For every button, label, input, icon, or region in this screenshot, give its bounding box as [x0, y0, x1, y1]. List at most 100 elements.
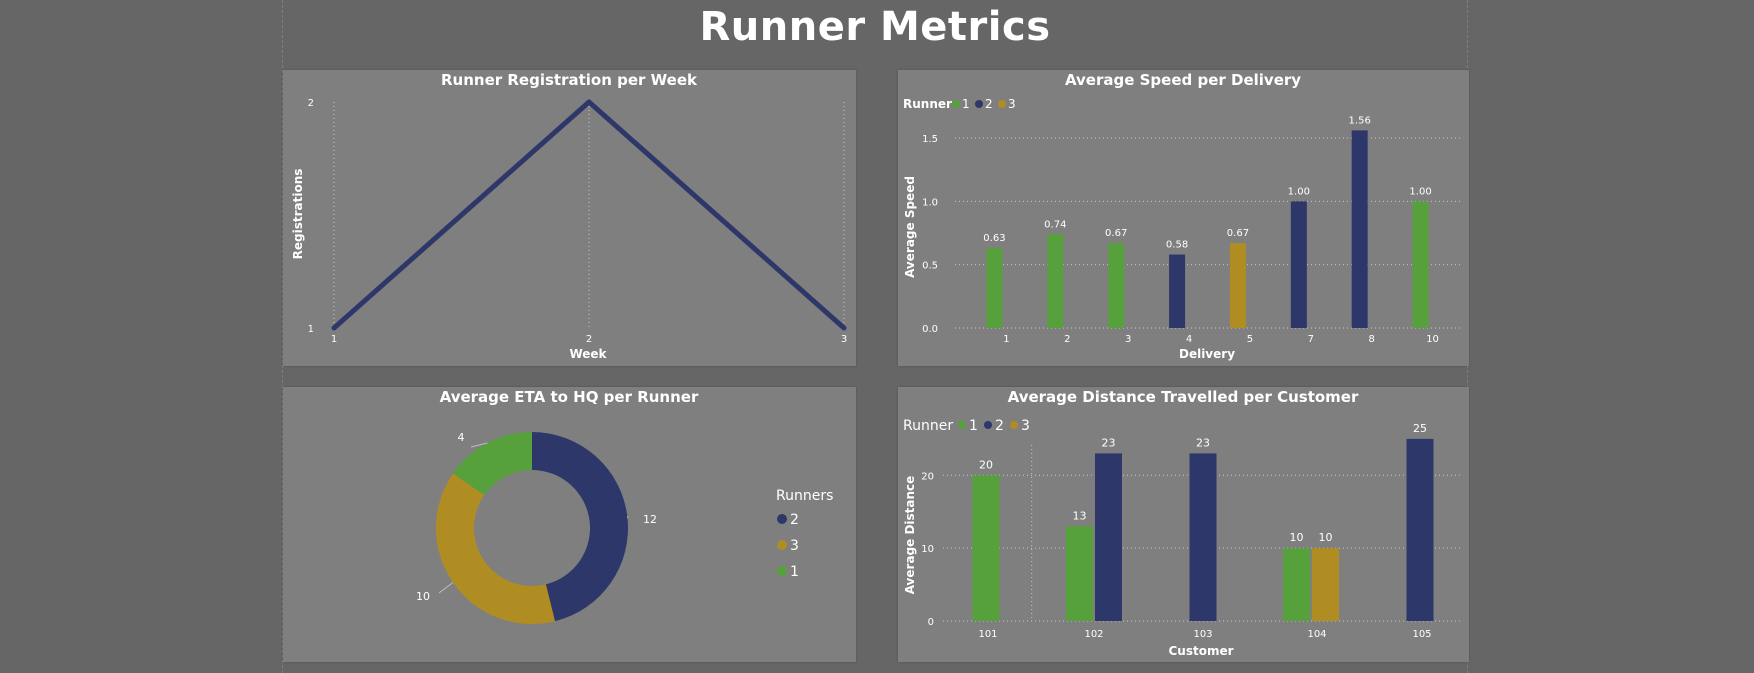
legend-label: 2 [995, 418, 1004, 434]
eta-donut-chart: Average ETA to HQ per Runner12104Runners… [416, 388, 833, 624]
chart-title: Runner Registration per Week [441, 71, 698, 89]
leader-line [470, 442, 488, 448]
y-tick-label: 20 [921, 471, 934, 482]
x-tick-label: 3 [1125, 334, 1131, 345]
legend-label: 1 [962, 97, 970, 111]
x-tick-label: 2 [1064, 334, 1070, 345]
x-tick-label: 101 [978, 629, 997, 640]
leader-line [438, 582, 454, 594]
data-label: 0.74 [1044, 219, 1066, 230]
legend-marker [998, 100, 1006, 108]
x-tick-label: 7 [1308, 334, 1314, 345]
legend-label: 3 [790, 538, 799, 554]
y-tick-label: 1 [308, 324, 314, 335]
data-label: 25 [1413, 422, 1427, 435]
y-tick-label: 0 [928, 617, 934, 628]
x-axis-title: Customer [1168, 644, 1233, 658]
data-label: 10 [416, 590, 430, 603]
bar [1312, 548, 1339, 621]
legend-label: 1 [790, 564, 799, 580]
x-tick-label: 3 [841, 334, 847, 345]
bar [1406, 438, 1434, 621]
legend-marker [777, 514, 787, 524]
registration-chart-panel[interactable]: Runner Registration per Week 1 2 3 1 2 Registr… [283, 70, 856, 366]
legend-title: Runner [903, 418, 953, 434]
data-label: 0.67 [1105, 228, 1127, 239]
bar [1189, 453, 1217, 621]
legend-title: Runner [903, 97, 952, 111]
donut-slice [452, 432, 532, 496]
legend-label: 2 [790, 512, 799, 528]
data-label: 10 [1319, 531, 1333, 544]
y-tick-label: 0.0 [922, 324, 938, 335]
x-tick-label: 104 [1307, 629, 1326, 640]
data-label: 20 [979, 458, 993, 471]
legend-label: 1 [969, 418, 978, 434]
legend-marker [958, 421, 966, 429]
data-label: 23 [1102, 436, 1116, 449]
bar [986, 248, 1003, 328]
bar [1351, 130, 1368, 328]
donut-slice [436, 473, 555, 624]
y-tick-label: 10 [921, 544, 934, 555]
x-tick-label: 10 [1426, 334, 1439, 345]
bar [1283, 548, 1310, 621]
legend-label: 3 [1008, 97, 1016, 111]
legend-marker [984, 421, 992, 429]
speed-chart-panel[interactable]: Average Speed per Delivery Runner 1 2 3 0.0 0.… [898, 70, 1469, 366]
data-label: 13 [1073, 509, 1087, 522]
bar [1108, 243, 1125, 328]
bar [1095, 453, 1122, 621]
distance-chart-panel[interactable]: Average Distance Travelled per Customer R… [898, 387, 1469, 662]
x-tick-label: 103 [1193, 629, 1212, 640]
y-axis-title: Average Speed [903, 176, 917, 278]
bar [1412, 201, 1429, 328]
data-label: 10 [1290, 531, 1304, 544]
legend-marker [777, 566, 787, 576]
y-tick-label: 0.5 [922, 261, 938, 272]
x-tick-label: 102 [1084, 629, 1103, 640]
x-tick-label: 1 [331, 334, 337, 345]
x-axis-title: Delivery [1179, 347, 1235, 361]
distance-bar-chart: Average Distance Travelled per Customer R… [903, 388, 1460, 658]
data-label: 23 [1196, 436, 1210, 449]
data-label: 1.00 [1288, 186, 1310, 197]
data-label: 0.58 [1166, 240, 1188, 251]
legend-label: 3 [1021, 418, 1030, 434]
bar [972, 475, 1000, 621]
x-tick-label: 105 [1412, 629, 1431, 640]
data-label: 1.56 [1349, 115, 1371, 126]
eta-chart-panel[interactable]: Average ETA to HQ per Runner 12 10 4 Runners… [283, 387, 856, 662]
y-axis-title: Registrations [291, 169, 305, 260]
legend-marker [1010, 421, 1018, 429]
registration-line-chart: Runner Registration per Week 1 2 3 1 2 Registr… [291, 71, 847, 361]
x-tick-label: 4 [1186, 334, 1192, 345]
x-axis-title: Week [569, 347, 607, 361]
legend-label: 2 [985, 97, 993, 111]
chart-title: Average ETA to HQ per Runner [440, 388, 699, 406]
page-title: Runner Metrics [699, 4, 1051, 50]
data-label: 0.63 [983, 233, 1005, 244]
x-tick-label: 2 [586, 334, 592, 345]
data-label: 4 [458, 431, 465, 444]
legend-marker [952, 100, 960, 108]
speed-bar-chart: Average Speed per Delivery Runner 1 2 3 0.0 0.… [903, 71, 1460, 361]
y-tick-label: 2 [308, 98, 314, 109]
data-label: 0.67 [1227, 228, 1249, 239]
donut-slice [532, 432, 629, 622]
bar [1290, 201, 1307, 328]
bar [1229, 243, 1246, 328]
y-axis-title: Average Distance [903, 476, 917, 595]
y-tick-label: 1.0 [922, 197, 938, 208]
legend-marker [975, 100, 983, 108]
bar [1169, 254, 1186, 328]
legend-marker [777, 540, 787, 550]
data-label: 12 [643, 513, 657, 526]
data-label: 1.00 [1409, 186, 1431, 197]
x-tick-label: 8 [1369, 334, 1375, 345]
bar [1047, 234, 1064, 328]
leader-line [626, 516, 629, 519]
chart-title: Average Distance Travelled per Customer [1008, 388, 1359, 406]
y-tick-label: 1.5 [922, 134, 938, 145]
report-canvas: Runner Metrics Runner Registration per W… [282, 0, 1469, 673]
